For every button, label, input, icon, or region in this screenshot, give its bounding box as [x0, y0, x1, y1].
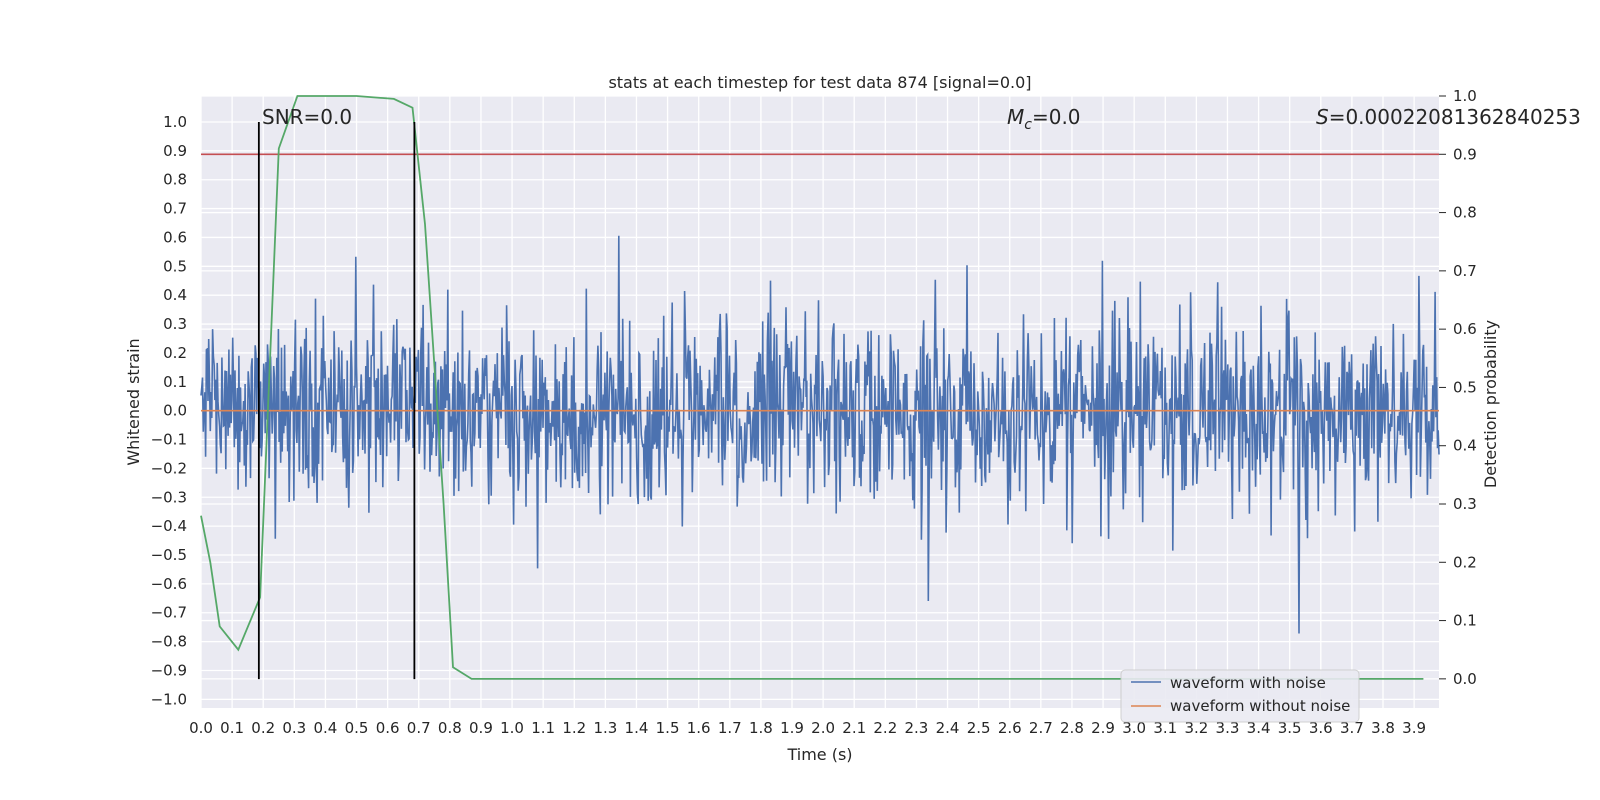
x-tick-label: 2.7: [1029, 719, 1053, 737]
x-axis-label: Time (s): [786, 745, 852, 764]
x-tick-label: 1.8: [749, 719, 773, 737]
y2-tick-label: 0.9: [1453, 145, 1477, 163]
x-tick-label: 2.3: [904, 719, 928, 737]
snr-annotation: SNR=0.0: [262, 105, 352, 129]
y-tick-label: −0.2: [151, 459, 187, 477]
chirp-mass-annotation: Mc=0.0: [1007, 105, 1081, 133]
legend-box: [1120, 669, 1360, 723]
legend-label-clean: waveform without noise: [1170, 697, 1350, 715]
s-annotation: S=0.00022081362840253: [1316, 105, 1581, 129]
y-tick-label: 0.8: [163, 171, 187, 189]
x-tick-label: 1.6: [687, 719, 711, 737]
y2-tick-label: 0.1: [1453, 612, 1477, 630]
x-tick-label: 1.7: [718, 719, 742, 737]
y-tick-label: 0.1: [163, 373, 187, 391]
legend: waveform with noise waveform without noi…: [1120, 669, 1360, 723]
y-tick-label: −1.0: [151, 690, 187, 708]
waveform-with-noise-path: [200, 235, 1440, 634]
y2-tick-label: 1.0: [1453, 87, 1477, 105]
chart-title: stats at each timestep for test data 874…: [608, 73, 1031, 92]
x-tick-label: 3.7: [1340, 719, 1364, 737]
x-tick-label: 3.8: [1371, 719, 1395, 737]
x-tick-label: 1.2: [562, 719, 586, 737]
x-tick-label: 1.0: [500, 719, 524, 737]
y-tick-label: 0.0: [163, 402, 187, 420]
s-value: =0.00022081362840253: [1329, 105, 1581, 129]
x-tick-label: 2.6: [998, 719, 1022, 737]
x-tick-label: 3.3: [1216, 719, 1240, 737]
x-tick-label: 2.2: [873, 719, 897, 737]
chirp-mass-symbol: M: [1007, 105, 1024, 129]
x-tick-label: 0.8: [438, 719, 462, 737]
y2-tick-label: 0.3: [1453, 495, 1477, 513]
chirp-mass-value: =0.0: [1032, 105, 1081, 129]
tick-labels: 0.0 0.1 0.2 0.3 0.4 0.5 0.6 0.7 0.8 0.9 1.0 1.1 1.2 1…: [151, 87, 1477, 737]
y-axis-label: Whitened strain: [124, 338, 143, 465]
x-tick-label: 2.8: [1060, 719, 1084, 737]
y-tick-label: −0.7: [151, 604, 187, 622]
y2-axis-label: Detection probability: [1481, 320, 1500, 488]
y-tick-label: 0.4: [163, 286, 187, 304]
x-tick-label: 2.9: [1091, 719, 1115, 737]
x-tick-label: 1.3: [593, 719, 617, 737]
x-tick-label: 3.2: [1184, 719, 1208, 737]
y-tick-label: −0.3: [151, 488, 187, 506]
x-tick-label: 1.4: [625, 719, 649, 737]
detection-probability-line: [200, 95, 1424, 680]
x-tick-label: 0.6: [376, 719, 400, 737]
y-tick-label: 0.3: [163, 315, 187, 333]
x-tick-label: 0.5: [345, 719, 369, 737]
x-tick-label: 2.1: [842, 719, 866, 737]
x-tick-label: 2.5: [967, 719, 991, 737]
waveform-with-noise-line: [200, 235, 1440, 634]
x-tick-label: 0.7: [407, 719, 431, 737]
y2-tick-label: 0.4: [1453, 437, 1477, 455]
x-tick-label: 2.4: [936, 719, 960, 737]
s-symbol: S: [1316, 105, 1329, 129]
y-tick-label: −0.1: [151, 431, 187, 449]
x-tick-label: 3.0: [1122, 719, 1146, 737]
x-tick-label: 0.4: [313, 719, 337, 737]
x-tick-label: 0.1: [220, 719, 244, 737]
y-tick-label: −0.4: [151, 517, 187, 535]
x-tick-label: 1.1: [531, 719, 555, 737]
y2-tick-label: 0.6: [1453, 320, 1477, 338]
y-tick-label: 0.7: [163, 200, 187, 218]
x-tick-label: 3.6: [1309, 719, 1333, 737]
x-tick-label: 3.9: [1402, 719, 1426, 737]
y2-tick-label: 0.5: [1453, 378, 1477, 396]
x-tick-label: 2.0: [811, 719, 835, 737]
y-tick-label: 0.2: [163, 344, 187, 362]
x-tick-label: 0.2: [251, 719, 275, 737]
x-tick-label: 1.5: [656, 719, 680, 737]
x-tick-label: 3.5: [1278, 719, 1302, 737]
y2-tick-label: 0.8: [1453, 204, 1477, 222]
y-tick-label: 0.5: [163, 257, 187, 275]
x-tick-label: 1.9: [780, 719, 804, 737]
y-tick-label: −0.9: [151, 661, 187, 679]
x-tick-label: 0.3: [282, 719, 306, 737]
y2-tick-label: 0.7: [1453, 262, 1477, 280]
y-tick-label: 0.6: [163, 228, 187, 246]
overlay-lines: [200, 95, 1439, 680]
y-tick-label: 0.9: [163, 142, 187, 160]
y-tick-label: −0.8: [151, 633, 187, 651]
x-tick-label: 0.9: [469, 719, 493, 737]
x-tick-label: 0.0: [189, 719, 213, 737]
legend-label-noise: waveform with noise: [1170, 674, 1326, 692]
chirp-mass-subscript: c: [1024, 117, 1032, 133]
y-tick-label: 1.0: [163, 113, 187, 131]
y-tick-label: −0.6: [151, 575, 187, 593]
x-tick-label: 3.4: [1247, 719, 1271, 737]
y2-tick-label: 0.2: [1453, 553, 1477, 571]
y-tick-label: −0.5: [151, 546, 187, 564]
y2-tick-label: 0.0: [1453, 670, 1477, 688]
x-tick-label: 3.1: [1153, 719, 1177, 737]
